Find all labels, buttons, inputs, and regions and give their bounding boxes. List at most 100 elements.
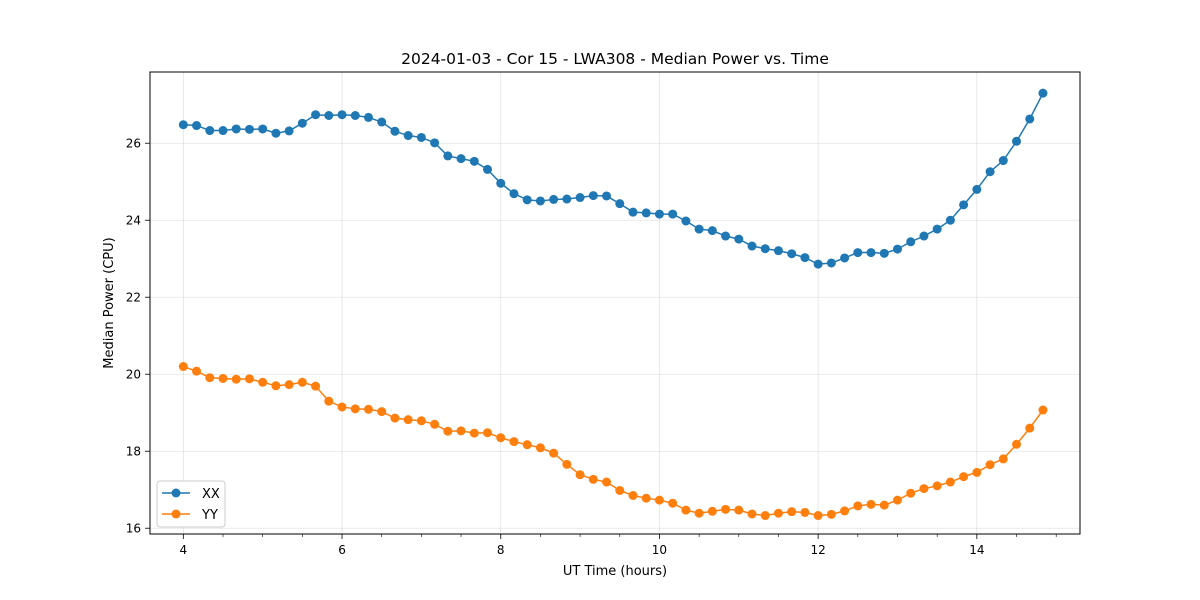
series-xx-point	[588, 191, 598, 201]
plot-frame	[149, 71, 1081, 535]
series-xx-point	[760, 244, 770, 254]
series-yy-point	[813, 511, 823, 521]
series-yy-point	[416, 416, 426, 426]
series-yy-point	[760, 511, 770, 521]
legend-yy-marker	[171, 509, 181, 519]
series-yy-point	[906, 488, 916, 498]
series-yy-point	[218, 373, 228, 383]
series-xx-point	[192, 121, 202, 131]
series-yy-point	[469, 428, 479, 438]
series-xx-point	[840, 253, 850, 263]
series-yy-point	[271, 381, 281, 391]
y-tick-label: 26	[126, 137, 141, 151]
series-xx-point	[985, 167, 995, 177]
series-yy-point	[390, 413, 400, 423]
series-yy-point	[998, 454, 1008, 464]
series-yy-point	[456, 426, 466, 436]
series-yy-point	[747, 509, 757, 519]
series-xx-point	[284, 126, 294, 136]
series-xx-point	[178, 120, 188, 130]
y-tick-label: 20	[126, 368, 141, 382]
y-tick-label: 24	[126, 214, 141, 228]
series-xx-point	[998, 156, 1008, 166]
series-yy-point	[496, 433, 506, 443]
series-xx-point	[244, 124, 254, 134]
series-yy-point	[244, 374, 254, 384]
series-yy-point	[403, 415, 413, 425]
series-xx-point	[853, 248, 863, 258]
legend: XX YY	[156, 480, 226, 528]
series-yy-point	[826, 509, 836, 519]
series-yy-point	[178, 362, 188, 372]
series-xx-point	[403, 131, 413, 141]
series-yy-point	[311, 381, 321, 391]
series-yy-point	[602, 477, 612, 487]
series-yy-point	[932, 481, 942, 491]
series-yy-point	[972, 467, 982, 477]
series-yy-point	[430, 419, 440, 429]
series-xx-point	[787, 249, 797, 259]
series-yy-point	[205, 373, 215, 383]
series-yy-point	[668, 498, 678, 508]
series-xx-point	[363, 112, 373, 122]
series-yy-point	[377, 407, 387, 417]
x-tick-label: 6	[338, 543, 346, 557]
series-xx-point	[628, 207, 638, 217]
series-yy-point	[522, 440, 532, 450]
series-yy-point	[509, 437, 519, 447]
series-xx-point	[826, 258, 836, 268]
series-yy-point	[879, 500, 889, 510]
series-xx-point	[469, 156, 479, 166]
series-xx-point	[1012, 136, 1022, 146]
series-xx-point	[324, 111, 334, 121]
series-yy-point	[1025, 423, 1035, 433]
series-xx-point	[879, 248, 889, 258]
series-xx-point	[747, 241, 757, 251]
series-xx-point	[416, 132, 426, 142]
series-yy-point	[231, 374, 241, 384]
series-xx-point	[945, 215, 955, 225]
series-yy-point	[483, 428, 493, 438]
series-layer	[178, 88, 1048, 521]
series-yy-point	[721, 504, 731, 514]
legend-yy-label: YY	[201, 508, 218, 523]
series-xx-point	[800, 253, 810, 263]
series-xx-point	[707, 226, 717, 236]
series-xx-point	[430, 138, 440, 148]
series-xx-point	[350, 111, 360, 121]
series-xx-point	[919, 231, 929, 241]
series-xx-point	[231, 124, 241, 134]
series-xx-point	[694, 224, 704, 234]
x-tick-label: 10	[652, 543, 667, 557]
series-xx-point	[641, 208, 651, 218]
series-yy-point	[549, 448, 559, 458]
series-xx-point	[311, 110, 321, 120]
series-xx-point	[522, 195, 532, 205]
series-xx-point	[813, 259, 823, 269]
series-yy-point	[919, 484, 929, 494]
series-yy-point	[985, 460, 995, 470]
series-yy-point	[588, 474, 598, 484]
series-yy-point	[628, 491, 638, 500]
series-xx-point	[932, 224, 942, 234]
series-xx-point	[866, 248, 876, 258]
series-yy-point	[945, 477, 955, 487]
series-xx-point	[602, 191, 612, 201]
series-yy-point	[284, 380, 294, 390]
series-yy-point	[575, 470, 585, 480]
series-xx-point	[773, 246, 783, 256]
series-yy-point	[707, 506, 717, 516]
x-tick-label: 8	[497, 543, 505, 557]
series-yy-point	[681, 505, 691, 515]
series-yy-point	[363, 404, 373, 414]
series-yy-point	[787, 507, 797, 517]
series-yy-point	[853, 501, 863, 511]
series-xx-point	[297, 118, 307, 128]
series-yy-point	[1012, 439, 1022, 449]
chart-title: 2024-01-03 - Cor 15 - LWA308 - Median Po…	[401, 50, 829, 68]
series-xx-point	[337, 110, 347, 120]
series-yy-point	[258, 377, 268, 387]
series-xx-point	[959, 200, 969, 210]
series-yy-point	[562, 459, 572, 469]
